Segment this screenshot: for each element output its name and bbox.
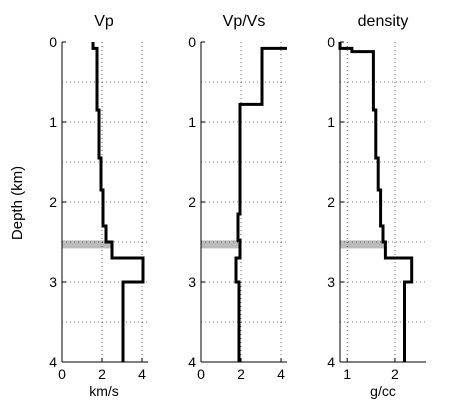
panel-density-xlabel: g/cc — [370, 383, 396, 399]
panel-density-profile-line — [338, 42, 414, 362]
panel-density-y-tick-label: 1 — [327, 114, 335, 130]
panel-density-y-tick-label: 0 — [327, 34, 335, 50]
panel-vp-y-tick-label: 0 — [49, 34, 57, 50]
panel-vp-x-tick-label: 2 — [98, 366, 106, 382]
panel-density-y-tick-label: 2 — [327, 194, 335, 210]
panel-density-y-tick-label: 3 — [327, 274, 335, 290]
panel-vpvs-profile-line — [234, 46, 287, 362]
panel-vp-highlight-band — [62, 240, 112, 249]
panel-vpvs-title: Vp/Vs — [223, 13, 266, 30]
panel-vp-y-tick-label: 3 — [49, 274, 57, 290]
panel-density-title: density — [358, 13, 409, 30]
panel-vp-profile-line — [91, 42, 145, 362]
panel-vpvs-x-tick-label: 4 — [277, 366, 285, 382]
panel-density-x-tick-label: 2 — [391, 366, 399, 382]
panel-density-x-tick-label: 1 — [343, 366, 351, 382]
panel-vp-xlabel: km/s — [89, 383, 119, 399]
panel-vpvs-x-tick-label: 2 — [237, 366, 245, 382]
panel-vpvs-y-tick-label: 1 — [188, 114, 196, 130]
panel-vpvs-y-tick-label: 2 — [188, 194, 196, 210]
y-axis-label: Depth (km) — [9, 166, 26, 240]
panel-vp-y-tick-label: 2 — [49, 194, 57, 210]
panel-vpvs-highlight-band — [201, 240, 240, 249]
panel-vpvs-y-tick-label: 3 — [188, 274, 196, 290]
panel-vp-y-tick-label: 4 — [49, 354, 57, 370]
panel-vp-x-tick-label: 4 — [138, 366, 146, 382]
panel-vp-y-tick-label: 1 — [49, 114, 57, 130]
panel-vpvs-y-tick-label: 0 — [188, 34, 196, 50]
panel-vp-x-tick-label: 0 — [58, 366, 66, 382]
panel-vpvs-x-tick-label: 0 — [197, 366, 205, 382]
panel-density-y-tick-label: 4 — [327, 354, 335, 370]
panel-vp-title: Vp — [94, 13, 114, 30]
panel-density-highlight-band — [340, 240, 386, 249]
panel-vpvs-y-tick-label: 4 — [188, 354, 196, 370]
